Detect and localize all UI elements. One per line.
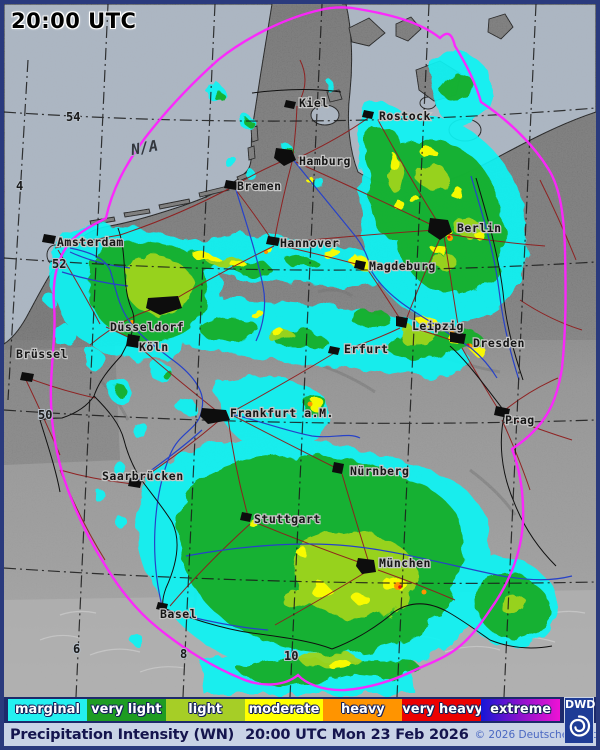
city-label-stuttgart: Stuttgart [254,512,321,526]
city-labels: Amsterdam Brüssel Düsseldorf Köln Saarbrücke… [15,95,536,622]
city-label-n-rnberg: Nürnberg [350,464,409,478]
river-oder [470,175,520,381]
city-label-saarbr-cken: Saarbrücken [102,469,184,483]
na-label: N/A [129,137,160,160]
river-weser [235,189,266,342]
dwd-spiral-icon [569,715,591,737]
city-label-prag: Prag [505,413,535,427]
city-label-bremen: Bremen [237,179,282,193]
legend-segment-marginal: marginal [8,699,87,721]
graticule-label-10: 10 [284,649,298,663]
legend-segment-very-heavy: very heavy [402,699,482,721]
dwd-logo: DWD [564,697,596,744]
footer-bar: Precipitation Intensity (WN) 20:00 UTC M… [4,723,596,746]
city-label-dresden: Dresden [473,336,525,350]
legend-segment-moderate: moderate [244,699,324,721]
graticule-labels: 54 4 52 50 6 8 10 N/A [15,109,299,664]
precip-light-layer [124,159,528,668]
city-label-magdeburg: Magdeburg [369,259,436,273]
radar-map: 54 4 52 50 6 8 10 N/A Amsterdam Brüssel Düsseldor… [4,4,596,697]
graticule-label-54: 54 [66,110,80,124]
intensity-legend: marginal very light light moderate heavy very… [4,697,596,723]
urban-area-blobs [20,100,510,611]
dwd-logo-text: DWD [565,698,596,711]
city-label-k-ln: Köln [139,340,169,354]
graticule-label-6: 6 [73,642,80,656]
river-nl-2 [61,271,129,287]
graticule-label-8: 8 [180,647,187,661]
city-label-hamburg: Hamburg [299,154,351,168]
city-label-m-nchen: München [379,556,431,570]
city-label-d-sseldorf: Düsseldorf [110,320,184,334]
graticule-label-4: 4 [16,179,23,193]
graticule-label-52: 52 [52,257,66,271]
graticule-lines [4,4,596,697]
radar-map-area: 20:00 UTC [4,4,596,697]
legend-segment-extreme: extreme [481,699,561,721]
river-nl-1 [69,251,131,269]
city-label-berlin: Berlin [457,221,502,235]
river-lines [61,151,573,631]
city-label-leipzig: Leipzig [412,319,464,333]
precip-veryheavy-layer [398,235,470,589]
river-mosel [137,429,203,481]
river-hochrhein [162,609,269,631]
legend-segment-heavy: heavy [323,699,403,721]
city-label-kiel: Kiel [299,96,329,110]
legend-segment-light: light [165,699,245,721]
legend-segment-very-light: very light [86,699,166,721]
city-label-basel: Basel [160,607,197,621]
product-title: Precipitation Intensity (WN) [10,726,235,743]
country-borders [39,88,557,650]
river-rhine [69,247,204,611]
river-elbe [286,151,498,379]
map-timestamp: 20:00 UTC [11,9,137,33]
city-label-amsterdam: Amsterdam [57,235,124,249]
river-danube [185,543,573,581]
city-label-hannover: Hannover [280,236,339,250]
city-label-rostock: Rostock [379,109,431,123]
city-label-frankfurt-a-m-: Frankfurt a.M. [230,406,334,420]
radar-range-ring [49,6,567,692]
river-main [231,413,361,439]
valid-datetime: 20:00 UTC Mon 23 Feb 2026 [245,726,469,743]
city-label-br-ssel: Brüssel [16,347,68,361]
city-label-erfurt: Erfurt [344,342,389,356]
graticule-label-50: 50 [38,408,52,422]
